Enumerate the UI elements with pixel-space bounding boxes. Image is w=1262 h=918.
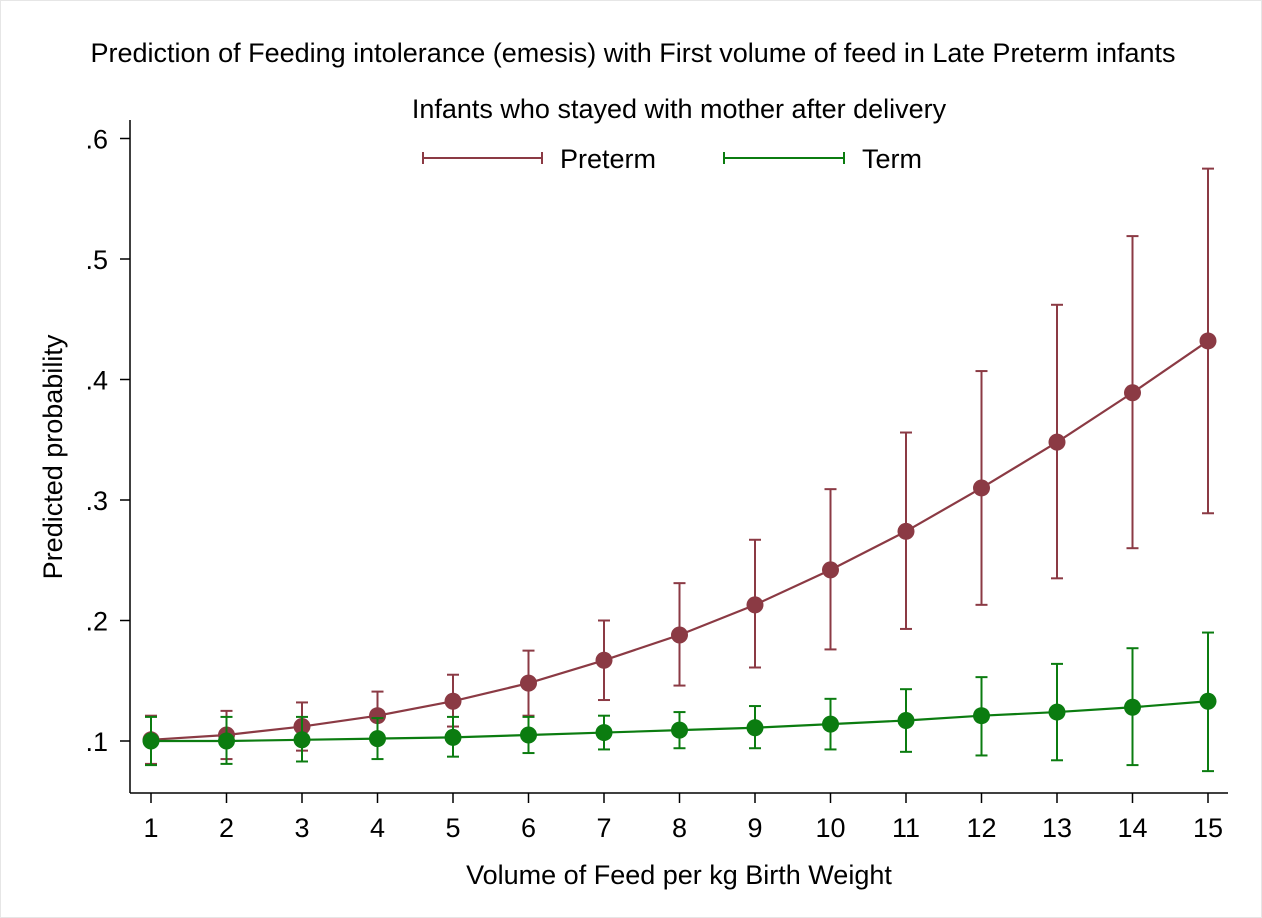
legend-label-preterm: Preterm xyxy=(560,144,656,174)
term-point-7 xyxy=(595,724,613,742)
x-tick-label-6: 7 xyxy=(596,813,611,843)
preterm-point-7 xyxy=(595,651,613,669)
term-point-9 xyxy=(746,719,764,737)
y-tick-label-0: .1 xyxy=(85,727,108,757)
preterm-point-6 xyxy=(520,674,537,692)
preterm-point-13 xyxy=(1048,433,1066,451)
term-point-2 xyxy=(218,732,235,750)
chart-title: Prediction of Feeding intolerance (emesi… xyxy=(91,38,1176,68)
term-point-4 xyxy=(369,730,386,748)
term-point-8 xyxy=(671,721,688,739)
preterm-point-11 xyxy=(897,522,915,540)
term-point-13 xyxy=(1048,703,1066,721)
term-point-6 xyxy=(520,726,537,744)
series-preterm xyxy=(142,167,1217,765)
y-tick-label-5: .6 xyxy=(85,125,108,155)
legend-item-term: Term xyxy=(723,144,922,174)
x-tick-label-7: 8 xyxy=(672,813,687,843)
y-tick-label-1: .2 xyxy=(85,607,108,637)
term-point-14 xyxy=(1124,698,1141,716)
preterm-point-14 xyxy=(1124,384,1141,402)
x-tick-label-11: 12 xyxy=(966,813,996,843)
term-point-3 xyxy=(293,731,311,749)
y-tick-label-3: .4 xyxy=(85,366,108,396)
chart-subtitle: Infants who stayed with mother after del… xyxy=(412,94,947,124)
legend-label-term: Term xyxy=(862,144,922,174)
x-ticks: 1 2 3 4 5 6 7 8 9 10 11 12 13 14 15 xyxy=(143,793,1223,843)
x-tick-label-14: 15 xyxy=(1193,813,1223,843)
x-tick-label-13: 14 xyxy=(1117,813,1147,843)
series-term xyxy=(142,631,1217,773)
y-ticks: .1 .2 .3 .4 .5 .6 xyxy=(85,125,130,757)
term-point-1 xyxy=(142,732,160,750)
x-axis-label: Volume of Feed per kg Birth Weight xyxy=(466,860,892,890)
preterm-point-15 xyxy=(1199,332,1217,350)
preterm-point-8 xyxy=(671,626,688,644)
legend-item-preterm: Preterm xyxy=(422,144,656,174)
term-point-5 xyxy=(444,728,462,746)
preterm-point-12 xyxy=(973,479,990,497)
x-tick-label-12: 13 xyxy=(1042,813,1072,843)
x-tick-label-9: 10 xyxy=(815,813,845,843)
y-axis-label: Predicted probability xyxy=(38,334,68,579)
x-tick-label-0: 1 xyxy=(143,813,158,843)
x-tick-label-4: 5 xyxy=(445,813,460,843)
x-tick-label-2: 3 xyxy=(294,813,309,843)
legend: Preterm Term xyxy=(422,144,922,174)
x-tick-label-5: 6 xyxy=(521,813,536,843)
preterm-point-5 xyxy=(444,692,462,710)
term-point-10 xyxy=(822,715,839,733)
term-point-15 xyxy=(1199,692,1217,710)
term-point-12 xyxy=(973,707,990,725)
x-tick-label-3: 4 xyxy=(370,813,385,843)
term-point-11 xyxy=(897,712,915,730)
preterm-point-10 xyxy=(822,561,839,579)
x-tick-label-1: 2 xyxy=(219,813,234,843)
x-tick-label-8: 9 xyxy=(747,813,762,843)
y-tick-label-2: .3 xyxy=(85,486,108,516)
plot-area xyxy=(142,167,1217,773)
y-tick-label-4: .5 xyxy=(85,245,108,275)
preterm-point-4 xyxy=(369,707,386,725)
preterm-point-9 xyxy=(746,596,764,614)
x-tick-label-10: 11 xyxy=(892,813,920,843)
